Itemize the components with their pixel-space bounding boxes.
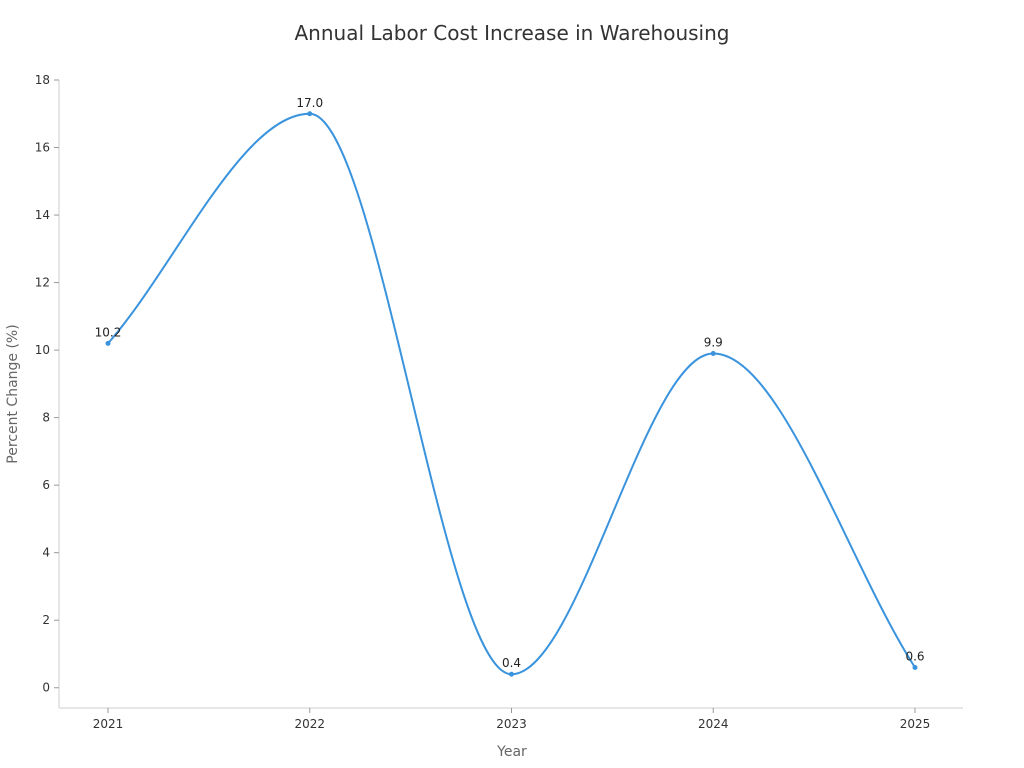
y-tick-label: 8 bbox=[42, 411, 50, 425]
y-tick-label: 0 bbox=[42, 681, 50, 695]
x-axis-ticks: 2021 2022 2023 2024 2025 bbox=[93, 708, 931, 731]
y-axis-ticks: 0 2 4 6 8 10 12 14 16 18 bbox=[35, 73, 59, 695]
y-axis-title: Percent Change (%) bbox=[5, 324, 21, 463]
y-tick-label: 18 bbox=[35, 73, 50, 87]
data-label: 9.9 bbox=[704, 335, 723, 349]
y-tick-label: 10 bbox=[35, 343, 50, 357]
x-tick-label: 2025 bbox=[900, 717, 931, 731]
data-point bbox=[307, 111, 313, 117]
y-tick-label: 14 bbox=[35, 208, 50, 222]
x-axis-title: Year bbox=[496, 744, 527, 760]
chart-title: Annual Labor Cost Increase in Warehousin… bbox=[295, 21, 730, 45]
y-tick-label: 16 bbox=[35, 141, 50, 155]
y-tick-label: 2 bbox=[42, 613, 50, 627]
data-label: 10.2 bbox=[95, 325, 122, 339]
y-tick-label: 12 bbox=[35, 276, 50, 290]
x-tick-label: 2023 bbox=[496, 717, 527, 731]
data-label: 0.6 bbox=[905, 649, 924, 663]
data-point bbox=[509, 671, 514, 677]
data-point bbox=[710, 350, 716, 356]
data-label: 17.0 bbox=[296, 96, 323, 110]
y-tick-label: 6 bbox=[42, 478, 50, 492]
x-tick-label: 2024 bbox=[698, 717, 729, 731]
data-point bbox=[912, 664, 918, 670]
x-tick-label: 2022 bbox=[294, 717, 325, 731]
series-group: 10.2 17.0 0.4 9.9 0.6 bbox=[95, 96, 925, 677]
data-label: 0.4 bbox=[502, 656, 521, 670]
y-tick-label: 4 bbox=[42, 546, 50, 560]
data-point bbox=[105, 340, 111, 346]
series-line bbox=[107, 112, 916, 676]
x-tick-label: 2021 bbox=[93, 717, 124, 731]
